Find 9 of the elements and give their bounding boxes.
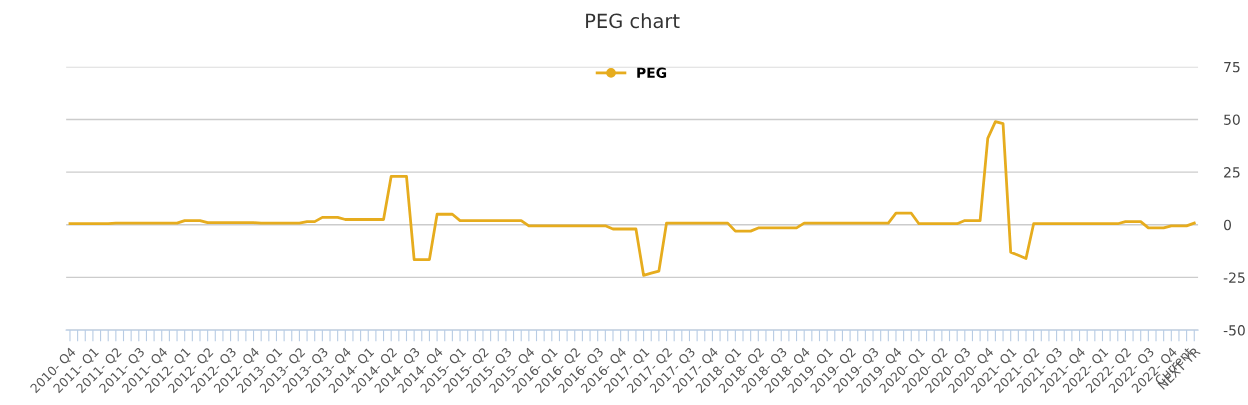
y-tick-label: 50 xyxy=(1224,114,1240,125)
y-tick-label: 75 xyxy=(1224,61,1240,73)
legend-label: PEG xyxy=(637,67,667,78)
chart-title: PEG chart xyxy=(586,13,680,29)
line-series xyxy=(68,120,1196,277)
y-tick-label: -50 xyxy=(1223,325,1245,336)
y-tick-label: 0 xyxy=(1224,219,1231,231)
y-tick-label: 25 xyxy=(1224,167,1240,178)
y-tick-label: -25 xyxy=(1223,272,1245,283)
